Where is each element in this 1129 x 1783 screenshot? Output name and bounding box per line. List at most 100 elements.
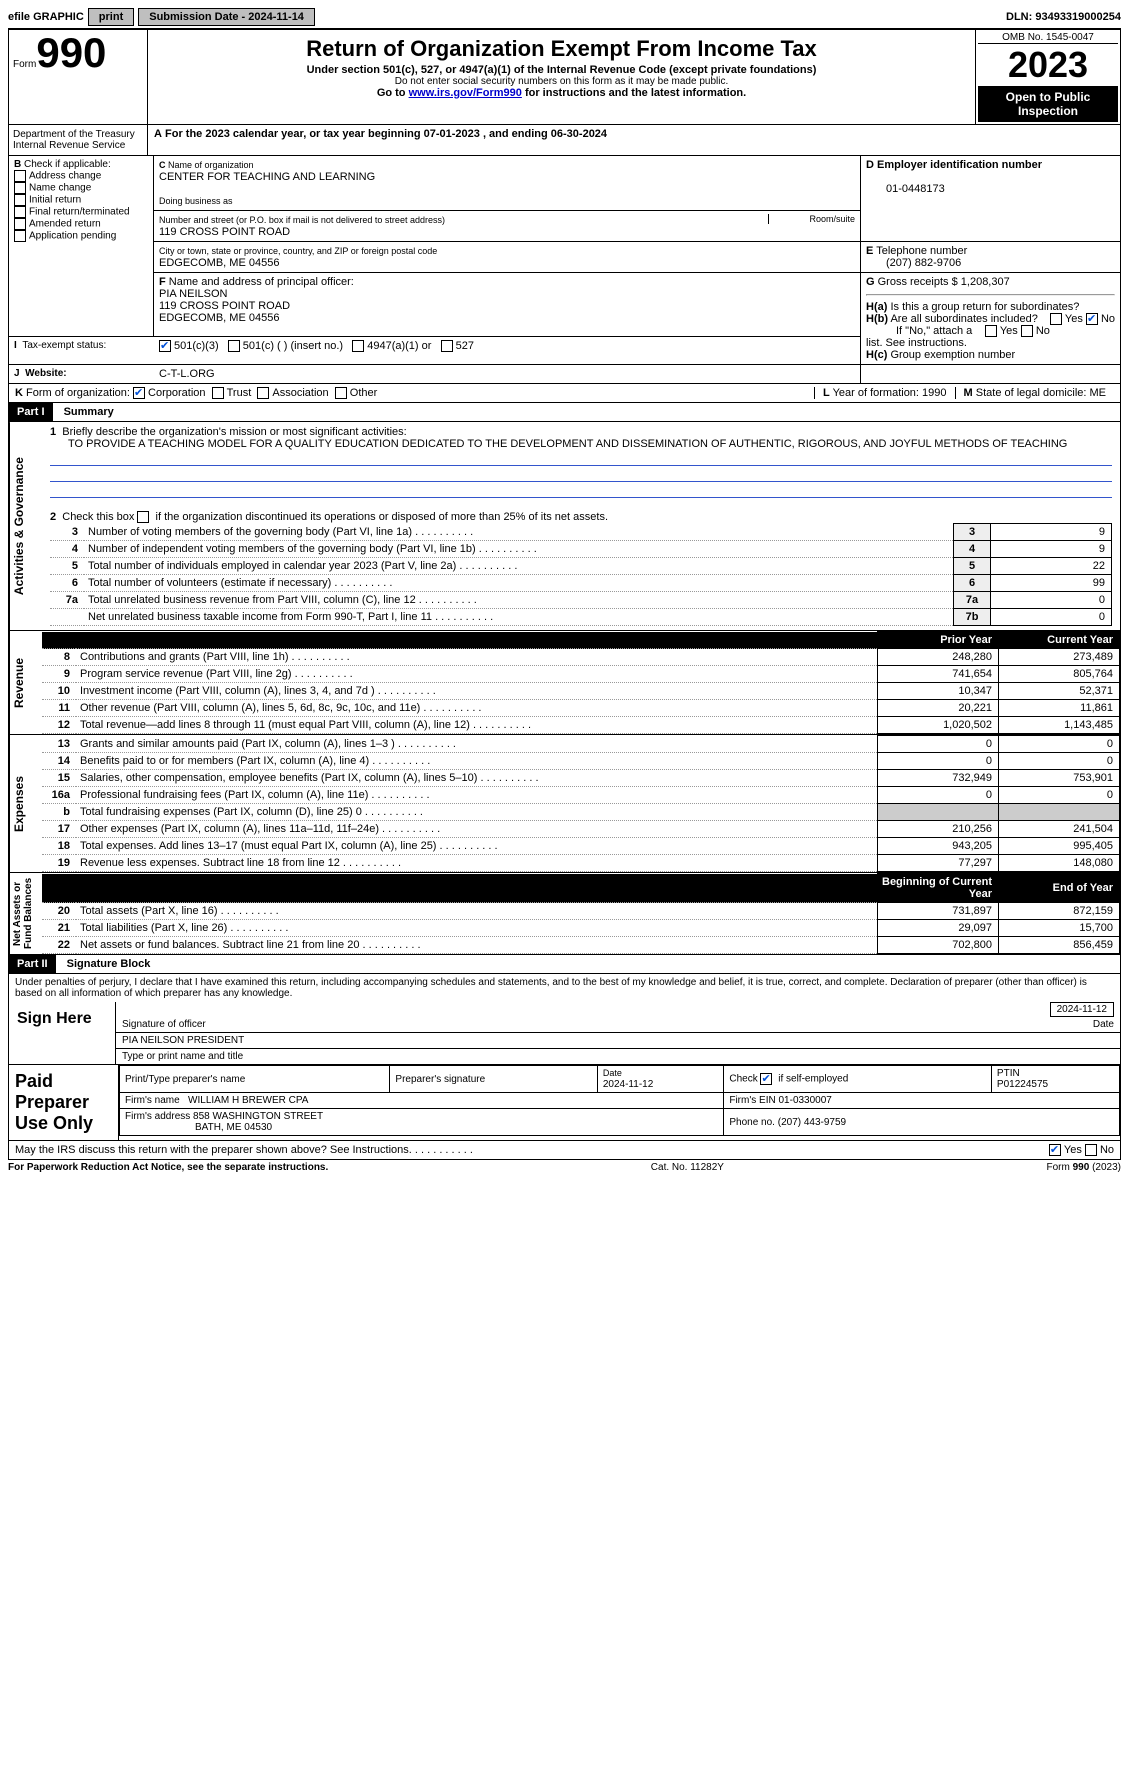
submission-date: Submission Date - 2024-11-14 [138, 8, 315, 26]
initial-return-checkbox[interactable] [14, 194, 26, 206]
lines-3-7: 3Number of voting members of the governi… [50, 523, 1112, 626]
firm-phone: (207) 443-9759 [778, 1117, 846, 1128]
form-word: Form [13, 59, 36, 70]
tab-revenue: Revenue [9, 631, 42, 734]
501c-checkbox[interactable] [228, 340, 240, 352]
q1-label: Briefly describe the organization's miss… [62, 426, 406, 438]
501c3-checkbox[interactable] [159, 340, 171, 352]
street-address: 119 CROSS POINT ROAD [159, 226, 290, 238]
room-label: Room/suite [768, 214, 855, 224]
current-year-hdr: Current Year [999, 632, 1120, 649]
blank-line [50, 483, 1112, 498]
section-f: F Name and address of principal officer:… [154, 273, 860, 337]
l-label: Year of formation: [833, 387, 919, 399]
phone-value: (207) 882-9706 [866, 257, 961, 269]
self-employed: Check if self-employed [724, 1066, 992, 1093]
prep-sig-label: Preparer's signature [390, 1066, 597, 1093]
k-label: Form of organization: [26, 387, 130, 399]
ssn-warning: Do not enter social security numbers on … [152, 76, 971, 87]
section-klm: K Form of organization: Corporation Trus… [8, 384, 1121, 403]
goto-label: Go to [377, 87, 409, 99]
part2-label: Part II [9, 955, 56, 973]
section-j: J Website: [9, 365, 154, 384]
address-change-checkbox[interactable] [14, 170, 26, 182]
section-b: B Check if applicable: Address change Na… [9, 156, 154, 337]
form-header: Form990 Return of Organization Exempt Fr… [8, 30, 1121, 125]
blank-line [50, 467, 1112, 482]
instructions-line: Go to www.irs.gov/Form990 for instructio… [152, 87, 971, 99]
hb-note: If "No," attach a list. See instructions… [866, 325, 972, 349]
firm-phone-row: Phone no. (207) 443-9759 [724, 1109, 1120, 1136]
part1-label: Part I [9, 403, 53, 421]
section-e: E Telephone number (207) 882-9706 [860, 242, 1120, 273]
trust: Trust [227, 387, 252, 399]
city-label: City or town, state or province, country… [159, 246, 437, 256]
hb-no[interactable] [1021, 325, 1033, 337]
amended-return: Amended return [29, 219, 101, 230]
section-i: I Tax-exempt status: [9, 337, 154, 365]
part1-header: Part I Summary [8, 403, 1121, 422]
form-number-box: Form990 [9, 30, 148, 124]
amended-return-checkbox[interactable] [14, 218, 26, 230]
form-subtitle: Under section 501(c), 527, or 4947(a)(1)… [152, 64, 971, 76]
firm-addr-row: Firm's address 858 WASHINGTON STREETBATH… [120, 1109, 724, 1136]
part1-title: Summary [56, 403, 122, 421]
public-inspection: Open to Public Inspection [978, 86, 1118, 122]
hb-yes[interactable] [985, 325, 997, 337]
hb-label: Are all subordinates included? [890, 313, 1037, 325]
year-box: OMB No. 1545-0047 2023 Open to Public In… [975, 30, 1120, 124]
app-pending-checkbox[interactable] [14, 230, 26, 242]
trust-checkbox[interactable] [212, 387, 224, 399]
ha-no[interactable] [1086, 313, 1098, 325]
527-checkbox[interactable] [441, 340, 453, 352]
prep-name-label: Print/Type preparer's name [120, 1066, 390, 1093]
cat-no: Cat. No. 11282Y [651, 1162, 724, 1173]
discontinued-checkbox[interactable] [137, 511, 149, 523]
print-button[interactable]: print [88, 8, 134, 26]
app-pending: Application pending [29, 231, 116, 242]
final-return-checkbox[interactable] [14, 206, 26, 218]
blank-line [50, 451, 1112, 466]
other-checkbox[interactable] [335, 387, 347, 399]
address-change: Address change [29, 171, 101, 182]
firm-name: WILLIAM H BREWER CPA [188, 1095, 308, 1106]
paid-preparer-label: Paid Preparer Use Only [9, 1065, 119, 1140]
tax-year: 2023 [978, 44, 1118, 86]
activities-governance: Activities & Governance 1 Briefly descri… [8, 422, 1121, 631]
gross-label: Gross receipts $ [878, 276, 958, 288]
section-c-addr: Number and street (or P.O. box if mail i… [154, 211, 860, 242]
officer-city: EDGECOMB, ME 04556 [159, 312, 279, 324]
form-ref: Form 990 (2023) [1047, 1162, 1121, 1173]
4947-checkbox[interactable] [352, 340, 364, 352]
name-change-checkbox[interactable] [14, 182, 26, 194]
section-c-name: C Name of organization CENTER FOR TEACHI… [154, 156, 860, 211]
m-label: State of legal domicile: [976, 387, 1087, 399]
self-emp-checkbox[interactable] [760, 1073, 772, 1085]
discuss-yes[interactable] [1049, 1144, 1061, 1156]
phone-label: Telephone number [876, 245, 967, 257]
ha-yes[interactable] [1050, 313, 1062, 325]
corp-checkbox[interactable] [133, 387, 145, 399]
firm-ein-row: Firm's EIN 01-0330007 [724, 1093, 1120, 1109]
prior-year-hdr: Prior Year [878, 632, 999, 649]
dln-label: DLN: 93493319000254 [1006, 11, 1121, 23]
website-label: Website: [25, 368, 67, 379]
sign-date: 2024-11-12 [1050, 1002, 1114, 1017]
city-value: EDGECOMB, ME 04556 [159, 257, 279, 269]
tax-status-label: Tax-exempt status: [22, 340, 106, 351]
assoc-checkbox[interactable] [257, 387, 269, 399]
firm-ein: 01-0330007 [778, 1095, 831, 1106]
prep-date: Date2024-11-12 [597, 1066, 723, 1093]
year-formation: 1990 [922, 387, 946, 399]
pra-notice: For Paperwork Reduction Act Notice, see … [8, 1162, 328, 1173]
ein-value: 01-0448173 [866, 183, 945, 195]
assoc: Association [272, 387, 328, 399]
netassets-table: Beginning of Current YearEnd of Year 20T… [42, 873, 1120, 954]
irs-link[interactable]: www.irs.gov/Form990 [409, 87, 522, 99]
blank-hc [860, 365, 1120, 384]
perjury-declaration: Under penalties of perjury, I declare th… [8, 974, 1121, 1002]
officer-addr: 119 CROSS POINT ROAD [159, 300, 290, 312]
discuss-no[interactable] [1085, 1144, 1097, 1156]
top-toolbar: efile GRAPHIC print Submission Date - 20… [8, 8, 1121, 30]
page-footer: For Paperwork Reduction Act Notice, see … [8, 1160, 1121, 1173]
